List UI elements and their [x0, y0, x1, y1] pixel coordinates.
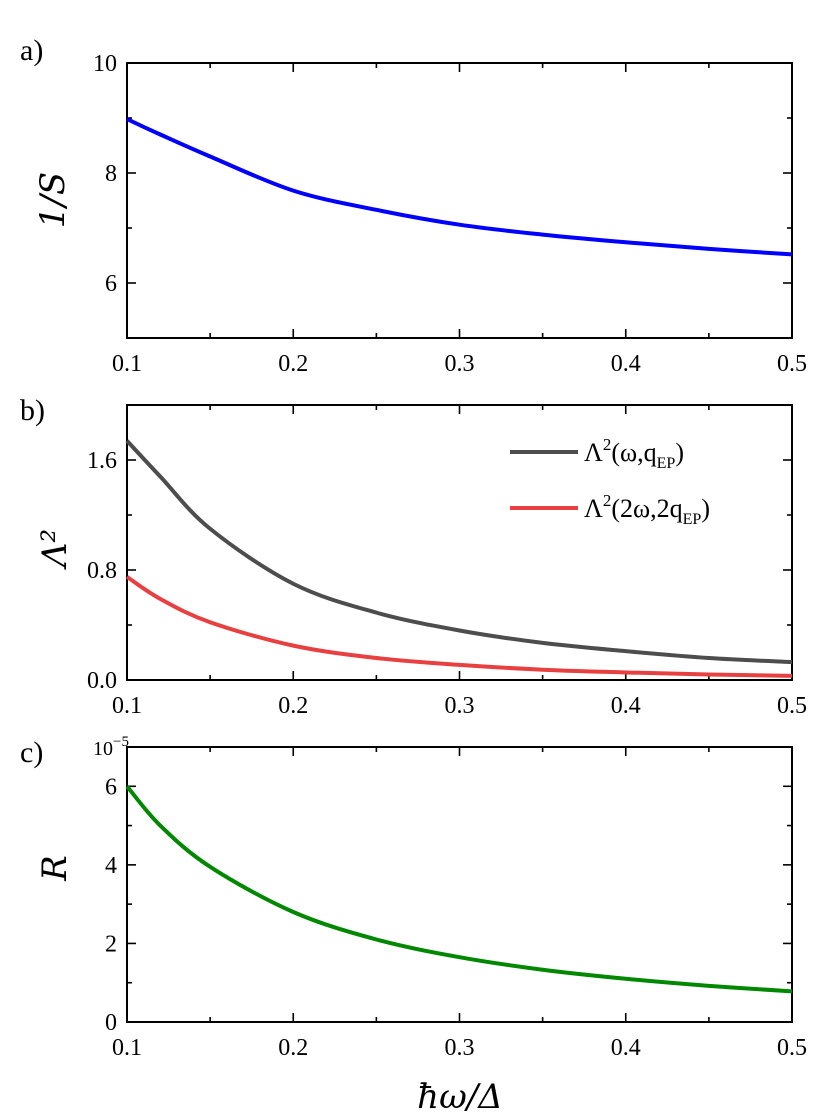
- x-tick-label: 0.4: [611, 1035, 641, 1061]
- y-axis-title: R: [35, 855, 75, 882]
- series-line-2: [125, 575, 793, 678]
- y-tick-label: 4: [105, 853, 117, 879]
- x-tick-label: 0.1: [112, 693, 142, 719]
- legend-1-sub: EP: [657, 455, 676, 472]
- x-tick-label: 0.2: [278, 351, 308, 377]
- y-tick-label: 0: [105, 1010, 117, 1036]
- legend-label-2: Λ2(2ω,2qEP): [584, 491, 710, 528]
- legend-2-base: Λ: [584, 494, 603, 523]
- x-axis-title: ħω/Δ: [417, 1077, 503, 1117]
- x-tick-label: 0.5: [777, 351, 807, 377]
- y-axis-title: 1/S: [33, 172, 73, 228]
- x-tick-label: 0.1: [112, 1035, 142, 1061]
- y-tick-label: 6: [105, 271, 117, 297]
- series-line-1: [125, 439, 793, 665]
- x-tick-label: 0.4: [611, 693, 641, 719]
- y-tick-label: 10: [93, 51, 117, 77]
- legend-1-args: (ω,q: [611, 438, 656, 467]
- x-tick-label: 0.3: [445, 693, 475, 719]
- plot-frame: [126, 62, 793, 339]
- x-tick-label: 0.3: [445, 1035, 475, 1061]
- y-scale-exponent: 10−5: [93, 734, 129, 760]
- legend-2-close: ): [701, 494, 710, 523]
- panel-c: 0.1 0.2 0.3 0.4 0.5 0 2 4 6 c) Rħω/Δ: [20, 736, 807, 1117]
- exp-base: 10: [93, 738, 113, 760]
- panel-b: 0.1 0.2 0.3 0.4 0.5 0.0 0.8 1.6 b) Λ²: [20, 394, 807, 719]
- y-axis-title: Λ²: [35, 529, 75, 570]
- y-tick-label: 8: [105, 161, 117, 187]
- x-tick-label: 0.4: [611, 351, 641, 377]
- y-tick-label: 0.8: [87, 558, 117, 584]
- panel-a: 0.1 0.2 0.3 0.4 0.5 6 8 10 a) 1/S: [20, 34, 807, 377]
- x-tick-label: 0.2: [278, 693, 308, 719]
- series-line-1: [126, 117, 793, 257]
- legend: Λ2(ω,qEP) Λ2(2ω,2qEP): [510, 435, 710, 528]
- x-tick-label: 0.5: [777, 693, 807, 719]
- y-tick-label: 1.6: [87, 448, 117, 474]
- legend-1-sup: 2: [603, 435, 612, 454]
- x-tick-label: 0.2: [278, 1035, 308, 1061]
- legend-label-1: Λ2(ω,qEP): [584, 435, 684, 472]
- legend-2-sub: EP: [683, 511, 702, 528]
- legend-2-sup: 2: [603, 491, 612, 510]
- panel-label: c): [20, 736, 43, 769]
- legend-1-base: Λ: [584, 438, 603, 467]
- y-tick-label: 0.0: [87, 668, 117, 694]
- exp-power: −5: [113, 734, 129, 750]
- series-line-1: [125, 784, 793, 994]
- legend-2-args: (2ω,2q: [611, 494, 682, 523]
- panel-label: b): [20, 394, 45, 427]
- x-tick-label: 0.3: [445, 351, 475, 377]
- y-tick-label: 6: [105, 774, 117, 800]
- x-tick-label: 0.5: [777, 1035, 807, 1061]
- x-tick-label: 0.1: [112, 351, 142, 377]
- legend-1-close: ): [675, 438, 684, 467]
- y-tick-label: 2: [105, 931, 117, 957]
- plot-frame: [126, 746, 793, 1023]
- panel-label: a): [20, 34, 43, 67]
